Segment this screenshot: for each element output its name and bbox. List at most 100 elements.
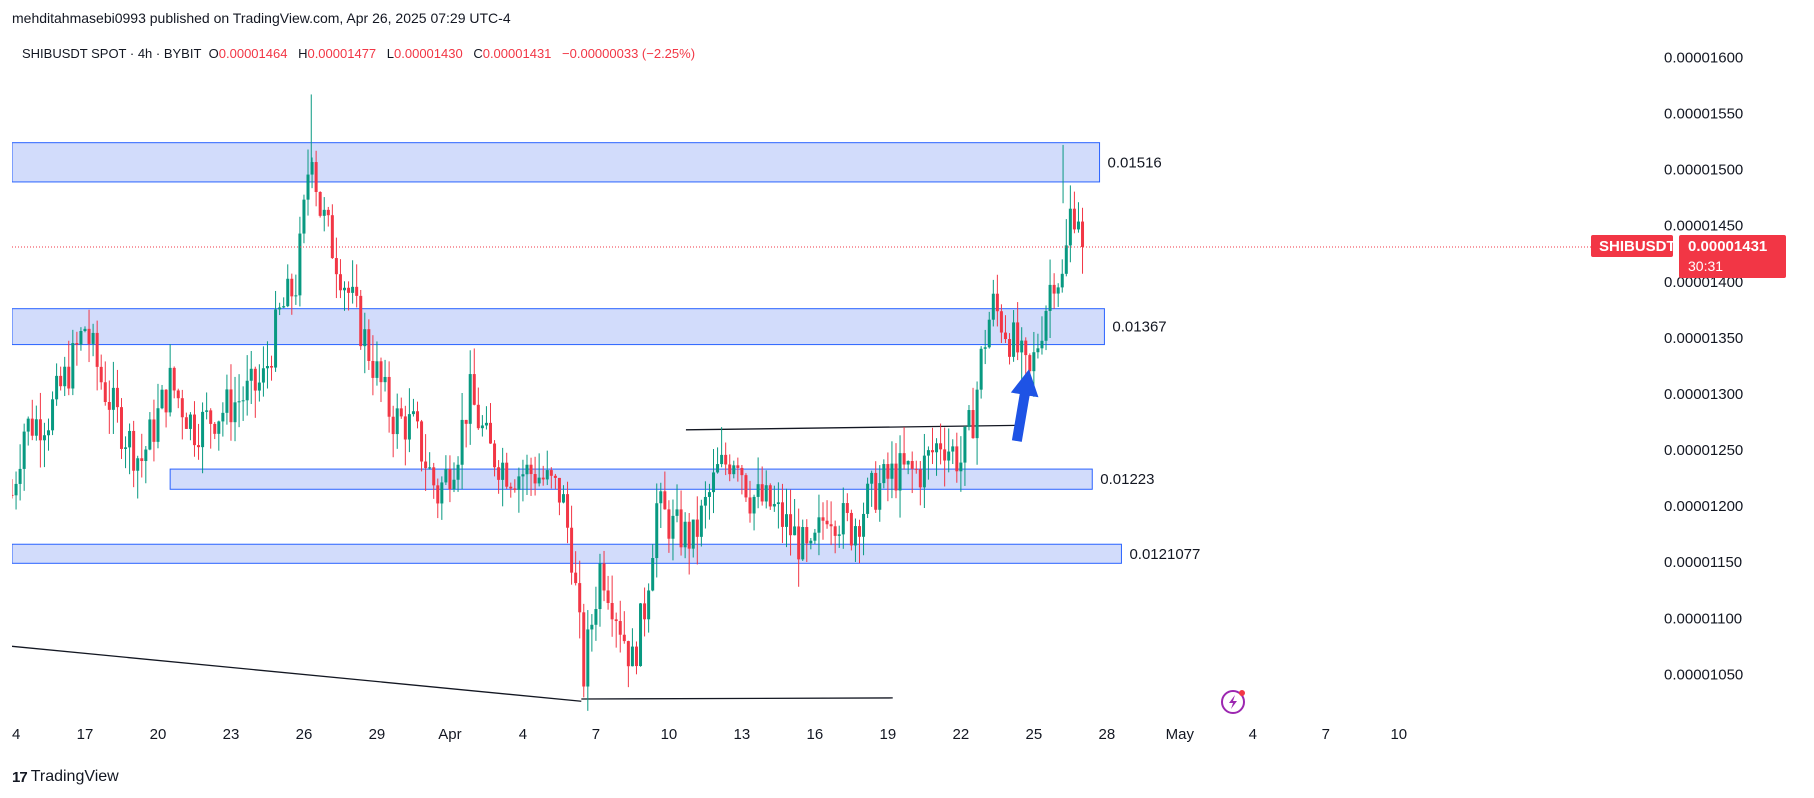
candle — [221, 412, 225, 422]
candle — [480, 425, 484, 429]
publisher-line: mehditahmasebi0993 published on TradingV… — [12, 10, 511, 26]
candle — [314, 162, 318, 193]
candle — [707, 492, 711, 497]
candle — [533, 474, 537, 484]
candle — [156, 408, 160, 442]
chart-area[interactable]: 0.01516 0.01367 0.01223 0.0121077 0.00001600… — [12, 35, 1800, 755]
candle — [699, 505, 703, 537]
candle — [12, 494, 14, 496]
candle — [1036, 348, 1040, 353]
candle — [963, 426, 967, 463]
legend-open-value: 0.00001464 — [218, 46, 288, 61]
legend-high-label: H — [298, 46, 308, 61]
x-tick-label: 7 — [592, 726, 600, 743]
candle — [1040, 340, 1044, 349]
candle — [712, 472, 716, 493]
zone-label: 0.01516 — [1108, 154, 1162, 171]
candle — [862, 513, 866, 537]
candle — [841, 503, 845, 535]
candle — [432, 467, 436, 486]
candle — [643, 603, 647, 620]
candle — [180, 398, 184, 418]
y-tick-label: 0.00001200 — [1664, 498, 1743, 515]
candle — [829, 524, 833, 527]
candle — [606, 590, 610, 603]
candle — [1072, 208, 1076, 230]
price-tag-value: 0.00001431 — [1688, 238, 1767, 255]
candle — [561, 494, 565, 503]
legend-change: −0.00000033 (−2.25%) — [562, 46, 696, 61]
candle — [768, 485, 772, 507]
candle — [630, 646, 634, 667]
x-tick-label: 29 — [369, 726, 386, 743]
candle — [176, 390, 180, 399]
candle — [878, 483, 882, 510]
candle — [817, 517, 821, 533]
trendline — [685, 424, 1020, 431]
candle — [79, 330, 83, 345]
candle — [805, 527, 809, 544]
candle — [351, 286, 355, 293]
candle — [209, 410, 213, 424]
candle — [205, 410, 209, 412]
candle — [732, 465, 736, 475]
x-tick-label: 10 — [661, 726, 678, 743]
candle — [687, 521, 691, 549]
tradingview-mark-icon: 17 — [12, 768, 28, 786]
candle — [549, 470, 553, 476]
x-tick-label: 13 — [734, 726, 751, 743]
candle — [728, 464, 732, 475]
candle — [691, 519, 695, 549]
candle — [574, 572, 578, 584]
candle — [22, 431, 26, 469]
candle — [1032, 352, 1036, 372]
candle — [136, 458, 140, 471]
candle — [119, 407, 123, 449]
tradingview-logo[interactable]: 17 TradingView — [12, 768, 119, 786]
x-tick-label: 26 — [296, 726, 313, 743]
candle — [448, 468, 452, 490]
candle — [249, 368, 253, 381]
candle — [780, 502, 784, 527]
candle — [935, 443, 939, 453]
candle — [651, 558, 655, 591]
price-chart[interactable]: 0.01516 0.01367 0.01223 0.0121077 0.00001600… — [12, 35, 1800, 755]
candle — [197, 445, 201, 448]
candle — [302, 199, 306, 234]
candle — [436, 485, 440, 504]
candle — [513, 488, 517, 490]
legend-high-value: 0.00001477 — [307, 46, 377, 61]
candle — [407, 414, 411, 440]
candle — [310, 162, 314, 175]
candle — [825, 520, 829, 525]
y-tick-label: 0.00001300 — [1664, 386, 1743, 403]
candle — [115, 387, 119, 408]
candle — [922, 455, 926, 488]
candle — [683, 521, 687, 548]
y-tick-label: 0.00001350 — [1664, 330, 1743, 347]
candle — [416, 411, 419, 422]
candle — [853, 526, 857, 546]
candle — [663, 491, 667, 510]
candle — [46, 430, 50, 436]
candle — [30, 418, 34, 436]
candle — [444, 468, 448, 483]
candle — [740, 467, 744, 476]
y-tick-label: 0.00001250 — [1664, 442, 1743, 459]
candle — [501, 462, 505, 480]
candle — [744, 475, 748, 498]
candle — [42, 435, 46, 441]
candle — [274, 309, 278, 368]
candle — [910, 461, 914, 469]
x-tick-label: 23 — [223, 726, 240, 743]
candle — [748, 497, 752, 514]
candle — [947, 451, 951, 461]
candle — [813, 532, 817, 541]
legend-close-label: C — [473, 46, 483, 61]
candle — [355, 286, 359, 296]
flash-icon — [1221, 690, 1245, 714]
candle — [371, 360, 375, 378]
candle — [375, 361, 379, 378]
y-tick-label: 0.00001100 — [1664, 610, 1742, 627]
y-tick-label: 0.00001600 — [1664, 49, 1743, 66]
